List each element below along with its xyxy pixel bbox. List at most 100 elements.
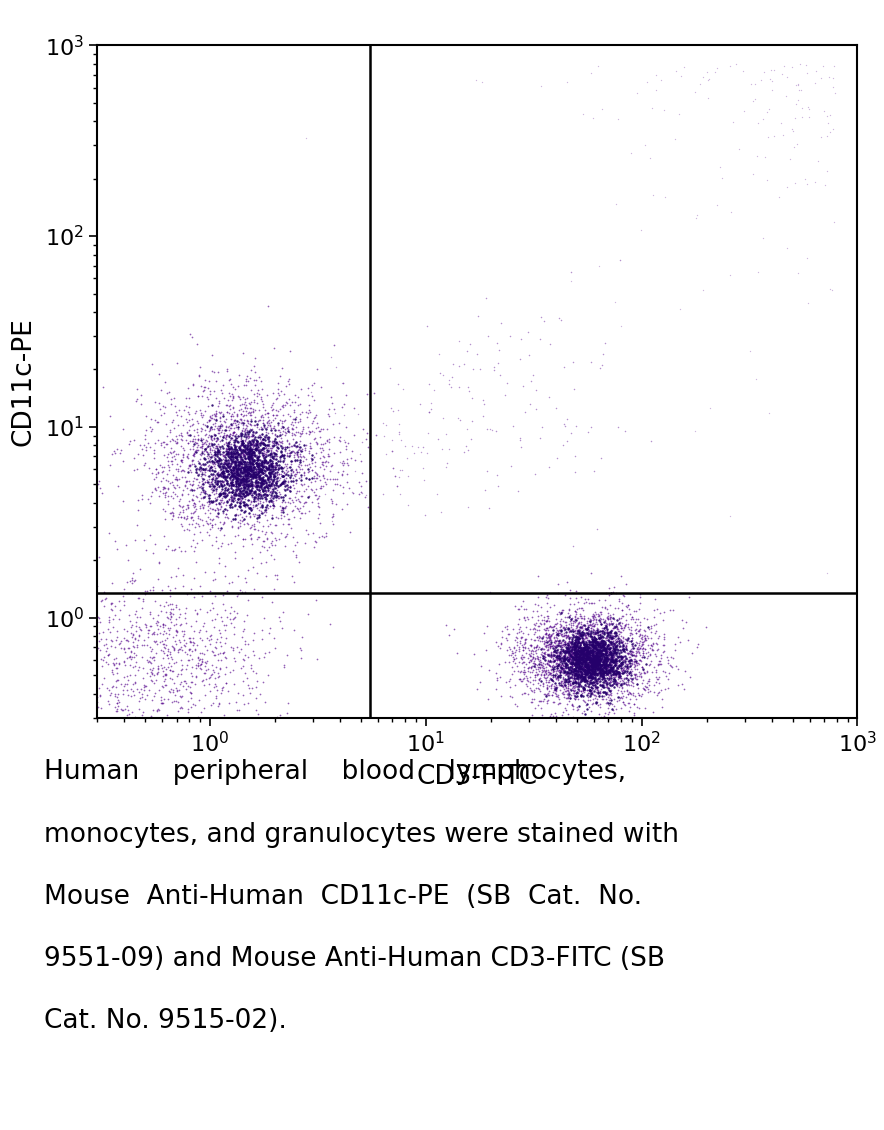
Point: [574, 625, 588, 643]
Point: [78, 661, 92, 679]
Point: [557, 619, 571, 637]
Point: [246, 492, 260, 510]
Point: [552, 575, 566, 593]
Point: [156, 677, 170, 695]
Point: [600, 636, 614, 654]
Point: [556, 686, 570, 704]
Point: [211, 451, 225, 469]
Point: [152, 716, 166, 734]
Point: [556, 722, 570, 740]
Point: [218, 634, 232, 652]
Point: [567, 643, 581, 661]
Point: [248, 363, 262, 381]
Point: [575, 683, 590, 701]
Point: [237, 757, 251, 775]
Point: [613, 616, 628, 634]
Point: [607, 624, 621, 642]
Point: [126, 649, 140, 667]
Point: [201, 497, 215, 515]
Point: [346, 442, 360, 460]
Point: [253, 483, 267, 501]
Point: [210, 663, 225, 681]
Point: [486, 358, 500, 376]
Point: [271, 434, 285, 452]
Point: [537, 685, 552, 703]
Point: [194, 657, 208, 675]
Point: [609, 631, 623, 649]
Point: [202, 486, 216, 504]
Point: [263, 470, 277, 488]
Point: [301, 423, 316, 441]
Point: [622, 663, 636, 681]
Point: [581, 643, 595, 661]
Point: [169, 450, 183, 468]
Point: [578, 641, 592, 659]
Point: [550, 649, 564, 667]
Point: [655, 643, 669, 661]
Point: [568, 650, 583, 668]
Point: [544, 635, 558, 653]
Point: [573, 638, 587, 657]
Point: [748, 90, 762, 108]
Point: [596, 645, 610, 663]
Point: [233, 442, 248, 460]
Point: [501, 637, 515, 655]
Point: [612, 609, 626, 627]
Point: [217, 466, 232, 484]
Point: [248, 487, 262, 505]
Point: [579, 635, 593, 653]
Point: [111, 696, 126, 714]
Point: [603, 636, 617, 654]
Point: [156, 625, 170, 643]
Point: [583, 647, 598, 666]
Point: [570, 628, 584, 646]
Point: [629, 660, 644, 678]
Point: [612, 627, 626, 645]
Point: [572, 660, 586, 678]
Point: [416, 438, 431, 457]
Point: [218, 673, 232, 692]
Point: [170, 455, 184, 473]
Point: [470, 680, 484, 698]
Point: [273, 433, 287, 451]
Point: [463, 732, 477, 750]
Point: [514, 350, 528, 368]
Point: [312, 528, 326, 546]
Point: [613, 652, 627, 670]
Point: [558, 647, 572, 666]
Point: [199, 459, 213, 477]
Point: [252, 444, 266, 462]
Point: [237, 460, 251, 478]
Point: [255, 496, 270, 514]
Point: [557, 662, 571, 680]
Point: [589, 636, 603, 654]
Point: [215, 489, 229, 507]
Point: [557, 646, 571, 664]
Point: [587, 655, 601, 673]
Point: [494, 687, 508, 705]
Point: [563, 654, 577, 672]
Point: [243, 405, 257, 423]
Point: [617, 695, 631, 713]
Point: [561, 640, 575, 658]
Point: [240, 486, 255, 504]
Point: [246, 403, 260, 421]
Point: [593, 667, 607, 685]
Point: [213, 442, 227, 460]
Point: [603, 688, 617, 706]
Point: [233, 447, 248, 466]
Point: [273, 447, 287, 466]
Point: [589, 610, 603, 628]
Point: [547, 651, 561, 669]
Point: [271, 487, 286, 505]
Point: [175, 485, 189, 503]
Point: [551, 661, 565, 679]
Point: [628, 614, 642, 632]
Point: [765, 72, 779, 90]
Point: [575, 637, 589, 655]
Point: [527, 616, 541, 634]
Point: [178, 605, 192, 623]
Point: [227, 458, 241, 476]
Point: [182, 628, 196, 646]
Point: [620, 640, 634, 658]
